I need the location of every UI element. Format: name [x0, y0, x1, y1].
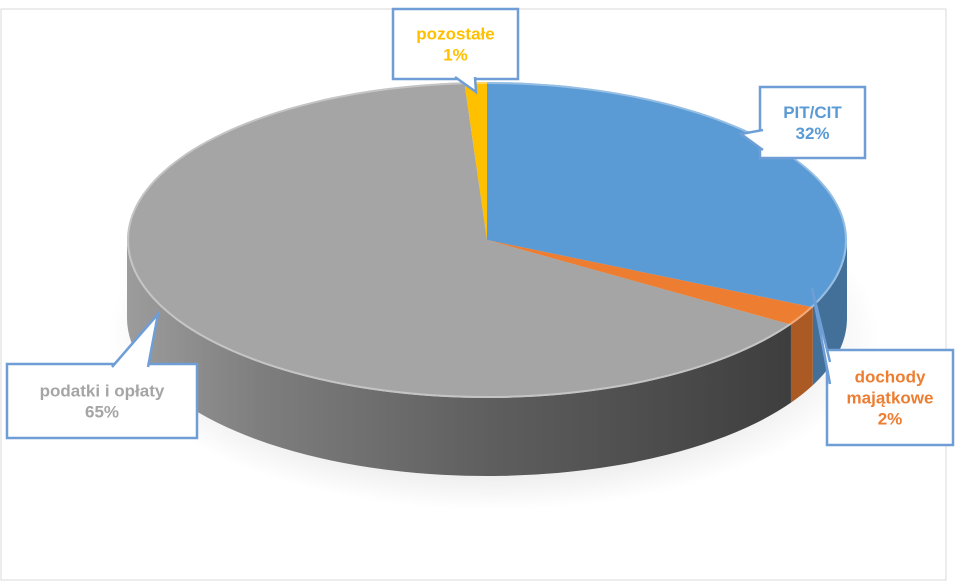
data-label-value-podatki-i-oplaty: 65%: [85, 403, 119, 422]
data-label-box-dochody-majatkowe: [825, 348, 955, 447]
data-label-box-podatki-i-oplaty: [5, 362, 199, 440]
data-label-pointer-podatki-i-oplaty: [111, 309, 161, 368]
pie-slice-podatki-i-oplaty: [127, 82, 791, 398]
data-label-box-pozostale: [391, 7, 520, 81]
data-label-name-pozostale: pozostałe: [416, 25, 494, 44]
pie-rim: [127, 82, 847, 398]
data-label-podatki-i-oplaty: podatki i opłaty 65%: [5, 309, 199, 440]
data-label-pozostale: pozostałe 1%: [391, 7, 520, 95]
data-label-pointer-dochody-majatkowe: [810, 287, 832, 385]
data-label-value-dochody-majatkowe: 2%: [878, 410, 903, 429]
pie-slice-pozostale: [464, 82, 487, 240]
data-label-value-pit-cit: 32%: [795, 124, 829, 143]
pie-layer: [107, 82, 879, 510]
pie-slice-dochody-majatkowe: [487, 240, 813, 325]
pie-side-dochody-majatkowe: [790, 307, 813, 403]
data-label-box-pit-cit: [758, 85, 867, 160]
pie-side-podatki-i-oplaty: [127, 240, 791, 477]
label-layer: PIT/CIT 32% dochody majątkowe 2% podatki i op…: [5, 7, 955, 447]
data-label-name-dochody-majatkowe: majątkowe: [847, 389, 934, 408]
data-label-pit-cit: PIT/CIT 32%: [737, 85, 867, 160]
data-label-value-pozostale: 1%: [443, 46, 468, 65]
data-label-pointer-pit-cit: [737, 128, 764, 152]
data-label-pointer-pozostale: [454, 75, 478, 95]
data-label-name-podatki-i-oplaty: podatki i opłaty: [40, 382, 165, 401]
data-label-dochody-majatkowe: dochody majątkowe 2%: [810, 287, 955, 447]
data-label-name-dochody-majatkowe: dochody: [855, 368, 926, 387]
data-label-name-pit-cit: PIT/CIT: [783, 103, 842, 122]
